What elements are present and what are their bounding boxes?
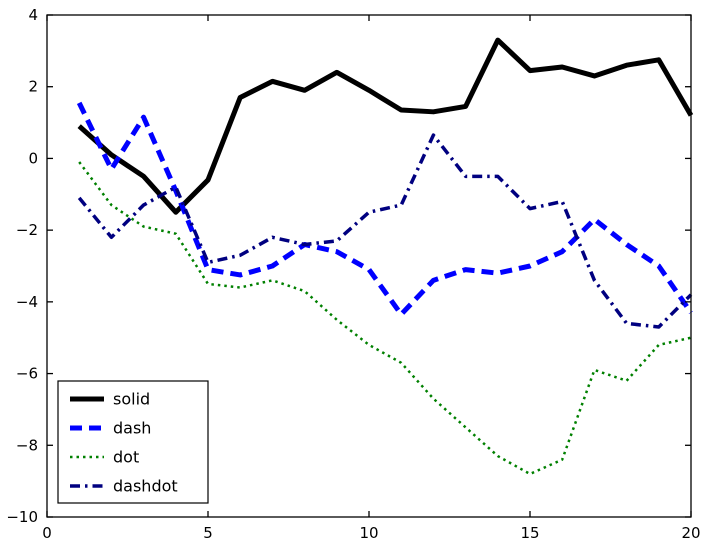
x-tick-label: 15 [520, 524, 539, 542]
x-tick-label: 10 [359, 524, 378, 542]
x-tick-label: 20 [681, 524, 700, 542]
legend-label-dashdot: dashdot [113, 477, 178, 496]
y-tick-label: −10 [6, 508, 38, 526]
series-lines [76, 37, 694, 476]
tick-marks [46, 14, 692, 518]
legend-label-solid: solid [113, 390, 150, 409]
y-tick-label: −2 [16, 221, 38, 239]
x-tick-label: 0 [42, 524, 52, 542]
legend-label-dash: dash [113, 419, 151, 438]
y-tick-label: −6 [16, 365, 38, 383]
series-line-dashdot [77, 133, 693, 329]
y-tick-label: 0 [28, 149, 38, 167]
legend-label-dot: dot [113, 448, 139, 467]
y-tick-label: −4 [16, 293, 38, 311]
x-tick-label: 5 [203, 524, 213, 542]
y-tick-label: 4 [28, 6, 38, 24]
tick-labels: 0 5 10 15 20 −10 −8 −6 −4 −2 0 2 4 [6, 6, 700, 542]
series-line-dot [78, 161, 692, 476]
y-tick-label: 2 [28, 78, 38, 96]
y-tick-label: −8 [16, 436, 38, 454]
